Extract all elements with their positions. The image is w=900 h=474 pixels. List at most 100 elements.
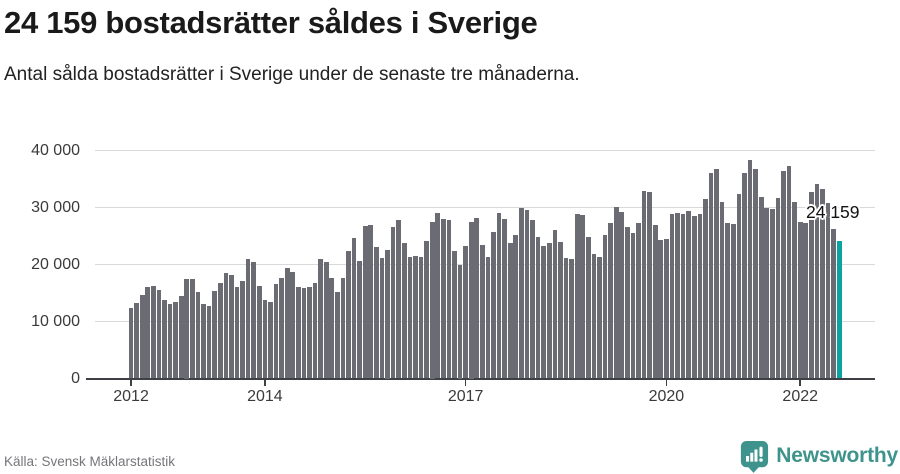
bar [452,251,457,379]
bar [145,287,151,379]
bar [535,236,541,379]
newsworthy-logo: Newsworthy [739,439,898,473]
bar [803,223,809,379]
x-tick-mark [464,379,467,386]
page-subtitle: Antal sålda bostadsrätter i Sverige unde… [4,64,580,85]
bar [206,306,212,379]
bar [279,278,284,379]
bar [457,264,463,379]
bar [814,183,820,379]
bar [764,208,770,379]
bar [747,159,753,379]
bar [825,202,831,379]
exclamation-dot [759,457,764,462]
bar [636,223,641,379]
bar [284,268,290,379]
bar [697,214,703,379]
bar [574,213,580,379]
bar [613,206,619,379]
bar [686,210,692,379]
bar [474,217,480,379]
bar [725,222,731,379]
bar [151,285,156,379]
bar [162,299,167,379]
gridline [95,321,875,322]
y-tick-label: 0 [71,369,80,387]
bar [184,278,190,379]
x-tick-label: 2020 [648,388,685,405]
bar [245,258,251,379]
bar [301,288,307,379]
bar [295,287,301,379]
bar [541,245,547,379]
mini-bar-2 [750,452,754,462]
bar [223,273,229,379]
bar [396,220,402,379]
bar [658,239,664,379]
bar [602,235,608,379]
bar [519,208,524,379]
bar [753,168,758,379]
bar [680,214,686,379]
bar [128,308,134,379]
bar [290,271,296,379]
gridline [95,150,875,151]
bar [429,221,435,379]
bar [708,172,714,379]
newsworthy-wordmark: Newsworthy [776,444,898,467]
bar [379,258,385,379]
gridline [95,207,875,208]
bar [134,303,139,379]
bar [273,283,279,379]
bar [797,222,803,379]
x-tick-label: 2017 [447,388,484,405]
bar [619,212,625,379]
bar [691,216,697,379]
y-tick-label: 10 000 [31,312,80,330]
page-title: 24 159 bostadsrätter såldes i Sverige [4,5,538,40]
gridline [95,264,875,265]
bar [502,218,507,379]
bar [390,226,396,379]
y-tick-label: 30 000 [31,198,80,216]
bar [251,261,257,379]
bar [809,192,814,379]
bar [407,256,413,379]
bar [647,192,652,379]
bar [496,212,502,379]
bar [201,304,206,379]
bar [335,292,340,379]
bar [156,290,162,379]
bar [385,250,390,379]
bar [597,256,602,379]
bar [440,218,446,379]
bar [424,240,429,379]
bar [714,168,719,379]
bar [446,220,452,379]
bar [820,189,825,379]
bar [256,285,262,379]
bar [530,220,535,379]
bar [178,295,184,379]
bar [652,225,658,379]
bar [173,302,178,379]
bar [190,279,195,379]
x-tick-mark [264,379,266,386]
bar [781,171,786,379]
bar [792,202,797,379]
mini-bar-1 [746,455,750,462]
bar [323,261,329,379]
source-attribution: Källa: Svensk Mäklarstatistik [4,454,176,469]
bar [736,193,742,379]
y-tick-label: 20 000 [31,255,80,273]
bar [217,283,223,379]
bar [435,212,441,379]
bar [307,287,312,379]
newsworthy-logo-icon [741,440,769,473]
bar [480,245,485,379]
bar [318,259,323,379]
bar [212,291,218,379]
bar [491,232,496,379]
bar [513,235,519,379]
